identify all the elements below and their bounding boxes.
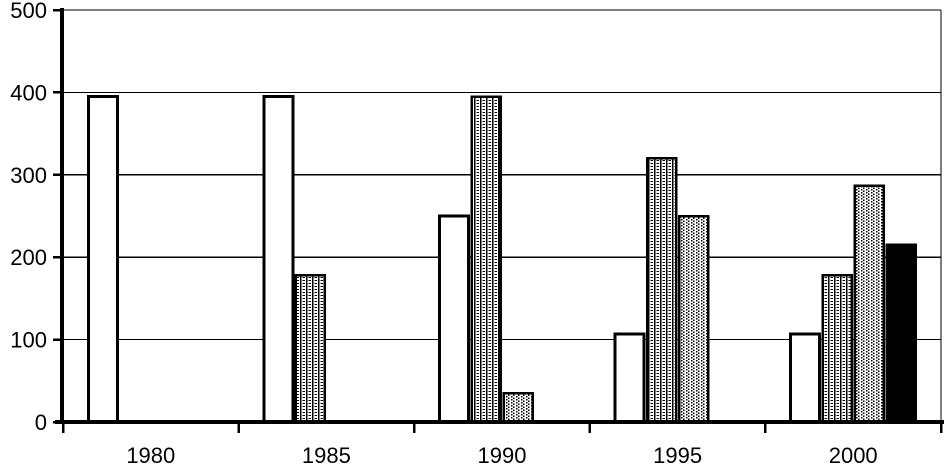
bar-series-3-diamond-dots-1995 <box>677 214 710 424</box>
bar-series-1-white-1990 <box>438 214 470 424</box>
bar-series-2-ladder-dots-1990 <box>470 95 502 424</box>
bar-series-2-ladder-dots-2000 <box>821 274 853 424</box>
x-tick-label-1995: 1995 <box>653 443 702 468</box>
bar-series-1-white-1995 <box>613 332 646 424</box>
bar-series-4-black-2000 <box>885 243 917 424</box>
y-tick-label-0: 0 <box>35 410 47 435</box>
bar-series-1-white-1985 <box>262 95 295 424</box>
x-tick-label-1990: 1990 <box>478 443 527 468</box>
bar-series-1-white-1980 <box>86 95 119 424</box>
bars-group <box>86 95 917 424</box>
bar-series-1-white-2000 <box>789 332 822 424</box>
axes-group <box>53 8 944 433</box>
y-tick-label-200: 200 <box>10 245 47 270</box>
bar-series-3-diamond-dots-1990 <box>502 391 534 424</box>
y-tick-label-300: 300 <box>10 163 47 188</box>
x-tick-label-2000: 2000 <box>829 443 878 468</box>
x-tick-label-1985: 1985 <box>302 443 351 468</box>
x-tick-label-1980: 1980 <box>126 443 175 468</box>
bar-series-3-diamond-dots-2000 <box>853 184 885 424</box>
bar-series-2-ladder-dots-1985 <box>294 274 327 424</box>
y-tick-label-400: 400 <box>10 80 47 105</box>
bar-series-2-ladder-dots-1995 <box>645 157 678 424</box>
y-tick-label-500: 500 <box>10 0 47 23</box>
y-tick-label-100: 100 <box>10 328 47 353</box>
axis-labels-group: 0 100 200 300 400 500 1980 1985 1990 1995 2000 <box>10 0 877 468</box>
